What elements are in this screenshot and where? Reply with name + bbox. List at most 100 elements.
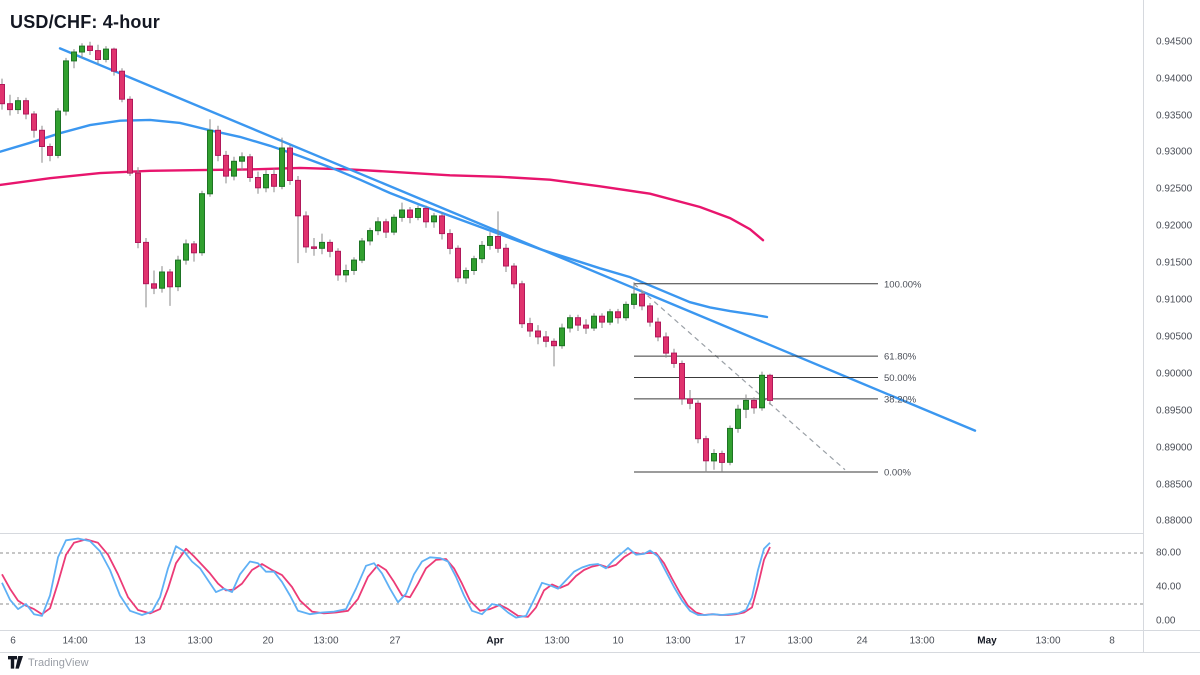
time-axis[interactable]: 6 14:00 13 13:00 20 13:00 27 Apr 13:00 10 13:00 17 1… [0, 630, 1143, 652]
candle-bearish [287, 147, 293, 181]
candle-bearish [271, 174, 277, 187]
candle-bullish [367, 230, 373, 242]
candle-bearish [511, 265, 517, 285]
candle-bearish [695, 402, 701, 440]
candle-bearish [87, 45, 93, 51]
candle-bullish [199, 193, 205, 254]
candle-bullish [607, 311, 613, 323]
candle-bearish [767, 374, 773, 401]
price-axis-label: 0.90500 [1156, 331, 1193, 343]
candle-bullish [279, 147, 285, 187]
candle-bullish [631, 293, 637, 305]
fibonacci-level-label: 0.00% [884, 468, 911, 479]
fibonacci-level-label: 50.00% [884, 373, 917, 384]
candle-bearish [599, 315, 605, 323]
candle-bullish [319, 241, 325, 249]
candle-bearish [551, 340, 557, 347]
candle-bullish [415, 208, 421, 218]
candle-bearish [543, 336, 549, 342]
candle-bearish [455, 247, 461, 279]
candle-bearish [191, 243, 197, 254]
stochastic-d-line [1, 538, 771, 618]
moving-average-slow-line [0, 166, 765, 242]
candle-bearish [119, 70, 125, 100]
time-axis-bottom-border [0, 652, 1200, 653]
time-axis-label: 8 [1109, 635, 1115, 647]
candle-bearish [495, 236, 501, 249]
price-axis[interactable]: 0.94500 0.94000 0.93500 0.93000 0.92500 0.920… [1149, 0, 1200, 533]
candle-bullish [399, 209, 405, 218]
candle-bullish [559, 327, 565, 347]
candle-bullish [711, 453, 717, 462]
candle-bearish [95, 50, 101, 60]
dashed-trendline [633, 283, 846, 471]
time-axis-top-border [0, 630, 1200, 631]
candle-bullish [79, 45, 85, 53]
candle-bullish [183, 243, 189, 261]
moving-average-fast-line [0, 118, 769, 319]
time-axis-label: 17 [734, 635, 746, 647]
time-axis-label: 13:00 [909, 635, 935, 647]
candle-bullish [55, 110, 61, 156]
candle-bullish [263, 174, 269, 189]
price-axis-label: 0.90000 [1156, 368, 1193, 380]
fibonacci-level-label: 100.00% [884, 279, 922, 290]
candle-bullish [735, 408, 741, 429]
time-axis-label: 13:00 [1035, 635, 1061, 647]
candle-bearish [167, 271, 173, 288]
price-axis-label: 0.93500 [1156, 110, 1193, 121]
candle-bearish [679, 363, 685, 400]
tradingview-logo[interactable]: TradingView [8, 656, 89, 669]
candle-bearish [223, 154, 229, 177]
candle-bullish [231, 160, 237, 177]
candle-bearish [583, 324, 589, 329]
price-axis-label: 0.91500 [1156, 257, 1193, 269]
fibonacci-level-label: 38.20% [884, 394, 917, 405]
time-axis-label: 13:00 [544, 635, 570, 647]
time-axis-label: 27 [389, 635, 401, 647]
candle-bullish [375, 221, 381, 232]
candle-bearish [311, 246, 317, 249]
candle-bearish [615, 311, 621, 319]
candle-bullish [727, 427, 733, 463]
candle-bearish [519, 283, 525, 325]
candle-bearish [439, 215, 445, 235]
candle-bearish [647, 305, 653, 323]
candle-bearish [295, 179, 301, 217]
price-and-indicator-panes[interactable]: 100.00% 61.80% 50.00% 38.20% 0.00% [0, 0, 1143, 652]
stochastic-k-line [1, 537, 771, 619]
candle-bullish [15, 100, 21, 111]
indicator-axis-label: 80.00 [1156, 547, 1182, 559]
candle-bearish [39, 129, 45, 148]
candle-bearish [655, 321, 661, 338]
candle-bullish [71, 51, 77, 62]
price-axis-label: 0.93000 [1156, 146, 1193, 158]
candle-bearish [135, 172, 141, 244]
pane-separator[interactable] [0, 533, 1143, 534]
price-axis-label: 0.88500 [1156, 479, 1193, 490]
time-axis-label: 10 [612, 635, 624, 647]
price-axis-label: 0.88000 [1156, 515, 1193, 527]
candle-bearish [663, 336, 669, 354]
indicator-axis-label: 0.00 [1156, 615, 1176, 627]
time-axis-label: 13:00 [313, 635, 339, 647]
candle-bullish [343, 270, 349, 276]
candle-bullish [759, 374, 765, 409]
axis-separator [1143, 0, 1144, 652]
indicator-axis[interactable]: 80.00 40.00 0.00 [1149, 533, 1200, 630]
time-axis-label: 20 [262, 635, 274, 647]
candle-bullish [567, 317, 573, 329]
candle-bearish [143, 241, 149, 285]
candle-bearish [31, 113, 37, 131]
candle-bearish [111, 48, 117, 72]
tradingview-logo-text: TradingView [28, 656, 89, 669]
candle-bearish [247, 156, 253, 179]
candle-bearish [447, 233, 453, 249]
candle-bullish [63, 60, 69, 112]
candle-bearish [751, 399, 757, 409]
price-axis-label: 0.94500 [1156, 36, 1193, 48]
tradingview-logo-icon [8, 656, 23, 669]
candle-bearish [719, 453, 725, 463]
price-axis-label: 0.89000 [1156, 442, 1193, 454]
